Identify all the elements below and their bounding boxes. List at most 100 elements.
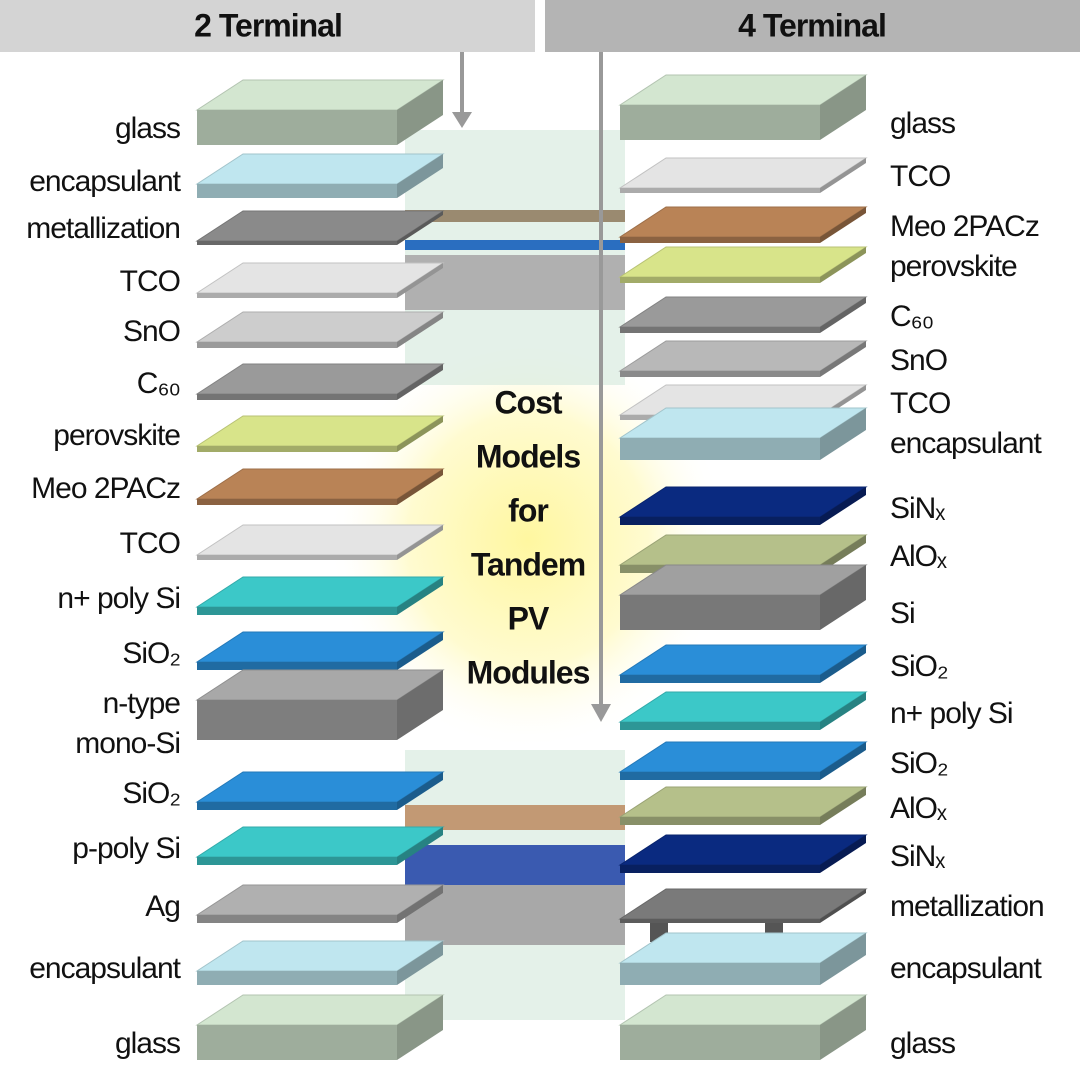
layer-front <box>197 700 397 740</box>
layer-label: SnO <box>123 315 180 348</box>
layer-front <box>197 662 397 670</box>
layer-front <box>620 438 820 460</box>
layer-label: perovskite <box>53 419 180 452</box>
header-bar <box>0 0 535 52</box>
center-title: for <box>508 492 548 528</box>
layer-front <box>620 188 820 193</box>
layer-label: SiO₂ <box>122 777 180 810</box>
layer-side <box>397 211 443 245</box>
layer-side <box>397 312 443 348</box>
layer-label: SiNₓ <box>890 840 945 873</box>
layer-front <box>197 915 397 923</box>
layer-front <box>197 184 397 198</box>
layer-front <box>620 675 820 683</box>
layer-label: TCO <box>890 160 950 193</box>
layer-front <box>620 1025 820 1060</box>
layer-label: SiO₂ <box>122 637 180 670</box>
layer-front <box>197 293 397 298</box>
layer-label: SiO₂ <box>890 650 948 683</box>
module-layer <box>405 805 625 830</box>
layer-side <box>397 772 443 810</box>
layer-side <box>820 341 866 377</box>
layer-label: SiNₓ <box>890 492 945 525</box>
layer-side <box>397 995 443 1060</box>
layer-label: Meo 2PACz <box>31 472 180 505</box>
layer-front <box>620 277 820 283</box>
layer-front <box>620 722 820 730</box>
layer-side <box>820 742 866 780</box>
layer-label: glass <box>115 112 180 145</box>
layer-front <box>620 327 820 333</box>
layer-front <box>197 241 397 245</box>
layer-side <box>397 827 443 865</box>
module-layer <box>405 885 625 945</box>
layer-label: Ag <box>145 890 180 923</box>
layer-front <box>197 857 397 865</box>
layer-side <box>820 297 866 333</box>
layer-front <box>197 1025 397 1060</box>
layer-label: encapsulant <box>29 165 181 198</box>
module-layer <box>405 845 625 885</box>
center-title: PV <box>508 600 550 636</box>
layer-front <box>197 394 397 400</box>
layer-side <box>397 80 443 145</box>
layer-label: TCO <box>890 387 950 420</box>
layer-side <box>820 487 866 525</box>
layer-front <box>197 110 397 145</box>
layer-front <box>620 919 820 923</box>
layer-label: AlOₓ <box>890 540 947 573</box>
layer-front <box>197 802 397 810</box>
arrow-head <box>591 704 611 722</box>
layer-label: encapsulant <box>29 952 181 985</box>
layer-front <box>620 772 820 780</box>
layer-label: C₆₀ <box>137 367 180 400</box>
header-right: 4 Terminal <box>738 7 886 43</box>
layer-front <box>620 105 820 140</box>
layer-side <box>820 158 866 193</box>
layer-front <box>197 499 397 505</box>
layer-label: n-type <box>103 687 181 720</box>
layer-front <box>197 342 397 348</box>
layer-label: encapsulant <box>890 952 1042 985</box>
layer-front <box>620 595 820 630</box>
layer-front <box>197 607 397 615</box>
layer-label: TCO <box>120 265 180 298</box>
layer-front <box>620 817 820 825</box>
layer-label: Meo 2PACz <box>890 210 1039 243</box>
layer-label: SnO <box>890 344 947 377</box>
layer-side <box>820 645 866 683</box>
layer-front <box>197 446 397 452</box>
center-title: Cost <box>494 384 562 420</box>
center-title: Modules <box>467 654 590 690</box>
layer-side <box>397 469 443 505</box>
layer-label: glass <box>890 107 955 140</box>
layer-side <box>397 525 443 560</box>
layer-label: mono-Si <box>75 727 180 760</box>
center-title: Tandem <box>471 546 585 582</box>
layer-side <box>820 933 866 985</box>
layer-front <box>197 555 397 560</box>
layer-front <box>620 517 820 525</box>
layer-side <box>820 75 866 140</box>
header-bar <box>545 0 1080 52</box>
layer-label: perovskite <box>890 250 1017 283</box>
layer-label: glass <box>115 1027 180 1060</box>
layer-side <box>397 364 443 400</box>
layer-side <box>820 207 866 243</box>
layer-label: n+ poly Si <box>57 582 180 615</box>
layer-side <box>820 408 866 460</box>
layer-label: encapsulant <box>890 427 1042 460</box>
module-layer <box>405 240 625 250</box>
layer-side <box>397 885 443 923</box>
layer-side <box>397 154 443 198</box>
layer-side <box>397 416 443 452</box>
layer-side <box>820 692 866 730</box>
layer-label: C₆₀ <box>890 300 933 333</box>
layer-front <box>620 963 820 985</box>
layer-side <box>820 565 866 630</box>
center-title: Models <box>476 438 580 474</box>
layer-side <box>397 941 443 985</box>
layer-side <box>397 632 443 670</box>
layer-side <box>820 835 866 873</box>
